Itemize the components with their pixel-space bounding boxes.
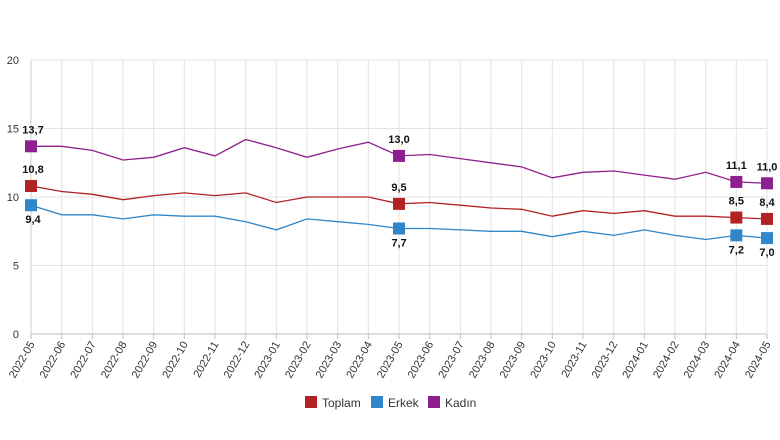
- data-label: 13,7: [22, 124, 43, 136]
- data-point-marker: [730, 175, 743, 188]
- data-point-marker: [730, 229, 743, 242]
- data-label: 9,5: [391, 182, 406, 194]
- data-label: 7,2: [729, 244, 744, 256]
- legend: Toplam Erkek Kadın: [305, 396, 476, 410]
- x-tick-label: 2022-06: [38, 340, 69, 381]
- data-point-marker: [761, 177, 773, 190]
- x-tick-label: 2023-12: [590, 340, 621, 381]
- x-tick-label: 2022-10: [160, 340, 191, 381]
- data-label: 11,1: [726, 160, 747, 172]
- series-markers: [25, 140, 773, 245]
- x-tick-label: 2022-08: [99, 340, 130, 381]
- y-tick-label: 0: [13, 329, 19, 341]
- x-tick-label: 2023-01: [252, 340, 283, 381]
- x-tick-label: 2023-05: [375, 340, 406, 381]
- data-point-marker: [761, 232, 773, 245]
- data-label: 9,4: [25, 214, 41, 226]
- data-point-marker: [393, 197, 405, 210]
- data-point-marker: [761, 212, 773, 225]
- data-point-marker: [25, 140, 37, 153]
- x-tick-label: 2023-11: [559, 340, 589, 380]
- x-tick-label: 2022-12: [222, 340, 253, 381]
- grid: [30, 59, 768, 335]
- x-tick-label: 2023-03: [314, 340, 345, 381]
- x-tick-label: 2022-07: [68, 340, 99, 381]
- data-point-marker: [730, 211, 743, 224]
- x-tick-label: 2023-08: [467, 340, 498, 381]
- x-tick-label: 2023-09: [498, 340, 529, 381]
- legend-label: Erkek: [388, 396, 420, 410]
- y-tick-label: 10: [7, 192, 19, 204]
- x-tick-label: 2022-05: [7, 340, 38, 381]
- x-tick-label: 2024-04: [712, 340, 743, 381]
- data-label: 11,0: [757, 161, 778, 173]
- legend-swatch: [305, 396, 317, 408]
- legend-label: Toplam: [322, 396, 361, 410]
- x-tick-label: 2022-11: [191, 340, 221, 380]
- data-label: 10,8: [22, 164, 43, 176]
- y-tick-label: 5: [13, 261, 19, 273]
- x-tick-label: 2023-04: [344, 340, 375, 381]
- data-label: 7,7: [391, 238, 406, 250]
- data-point-marker: [393, 149, 405, 162]
- y-axis: 0 5 10 15 20: [7, 55, 32, 341]
- x-tick-label: 2024-05: [743, 340, 774, 381]
- data-label: 8,5: [729, 196, 744, 208]
- data-point-marker: [25, 180, 37, 193]
- x-tick-label: 2024-01: [620, 340, 651, 381]
- x-tick-label: 2023-10: [528, 340, 559, 381]
- x-tick-label: 2022-09: [130, 340, 161, 381]
- y-tick-label: 15: [7, 124, 19, 136]
- x-tick-label: 2023-06: [406, 340, 437, 381]
- data-label: 8,4: [759, 197, 775, 209]
- data-label: 7,0: [759, 247, 774, 259]
- data-label: 13,0: [388, 134, 409, 146]
- x-tick-label: 2024-03: [682, 340, 713, 381]
- x-tick-label: 2023-02: [283, 340, 314, 381]
- x-tick-label: 2024-02: [651, 340, 682, 381]
- legend-swatch: [371, 396, 383, 408]
- y-tick-label: 20: [7, 55, 19, 67]
- data-point-marker: [393, 222, 405, 235]
- data-labels: 10,8 9,5 8,5 8,4 9,4 7,7 7,2 7,0 13,7 13,0 11,1 11,…: [22, 124, 777, 259]
- legend-label: Kadın: [445, 396, 476, 410]
- data-point-marker: [25, 199, 37, 212]
- x-tick-label: 2023-07: [436, 340, 467, 381]
- legend-swatch: [428, 396, 440, 408]
- x-axis: 2022-05 2022-06 2022-07 2022-08 2022-09 2022-…: [7, 333, 774, 381]
